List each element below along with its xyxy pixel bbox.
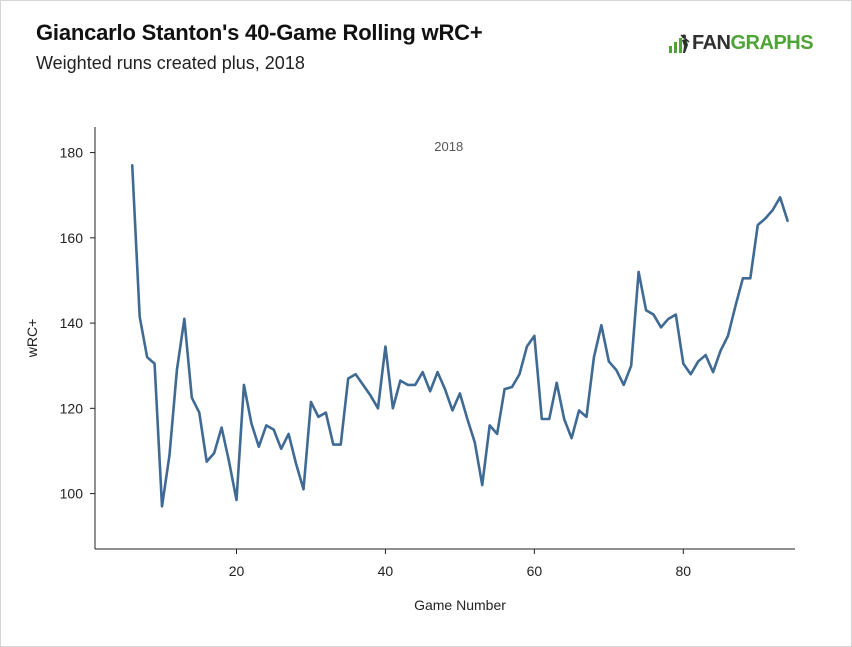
- chart-subtitle: Weighted runs created plus, 2018: [36, 53, 305, 73]
- chart-title: Giancarlo Stanton's 40-Game Rolling wRC+: [36, 20, 483, 45]
- year-annotation: 2018: [434, 139, 463, 154]
- y-tick-label-120: 120: [60, 400, 84, 416]
- x-tick-label-80: 80: [676, 563, 692, 579]
- series-line-0: [130, 164, 789, 508]
- x-tick-label-40: 40: [378, 563, 394, 579]
- chart-marks: [130, 164, 789, 508]
- y-tick-label-100: 100: [60, 486, 84, 502]
- fangraphs-logo[interactable]: FAN GRAPHS: [668, 32, 814, 55]
- y-tick-label-180: 180: [60, 145, 84, 161]
- y-tick-label-140: 140: [60, 315, 84, 331]
- x-tick-label-60: 60: [527, 563, 543, 579]
- x-axis-label: Game Number: [414, 597, 506, 613]
- fangraphs-batter-icon: [669, 33, 690, 53]
- x-tick-label-20: 20: [229, 563, 245, 579]
- logo-text-graphs: GRAPHS: [730, 32, 814, 54]
- logo-text-fan: FAN: [692, 32, 731, 54]
- axes: 100 120 140 160 180 20 40 60 80 Game Number wRC+ 20…: [24, 127, 795, 613]
- y-tick-label-160: 160: [60, 230, 84, 246]
- y-axis-label: wRC+: [24, 319, 40, 359]
